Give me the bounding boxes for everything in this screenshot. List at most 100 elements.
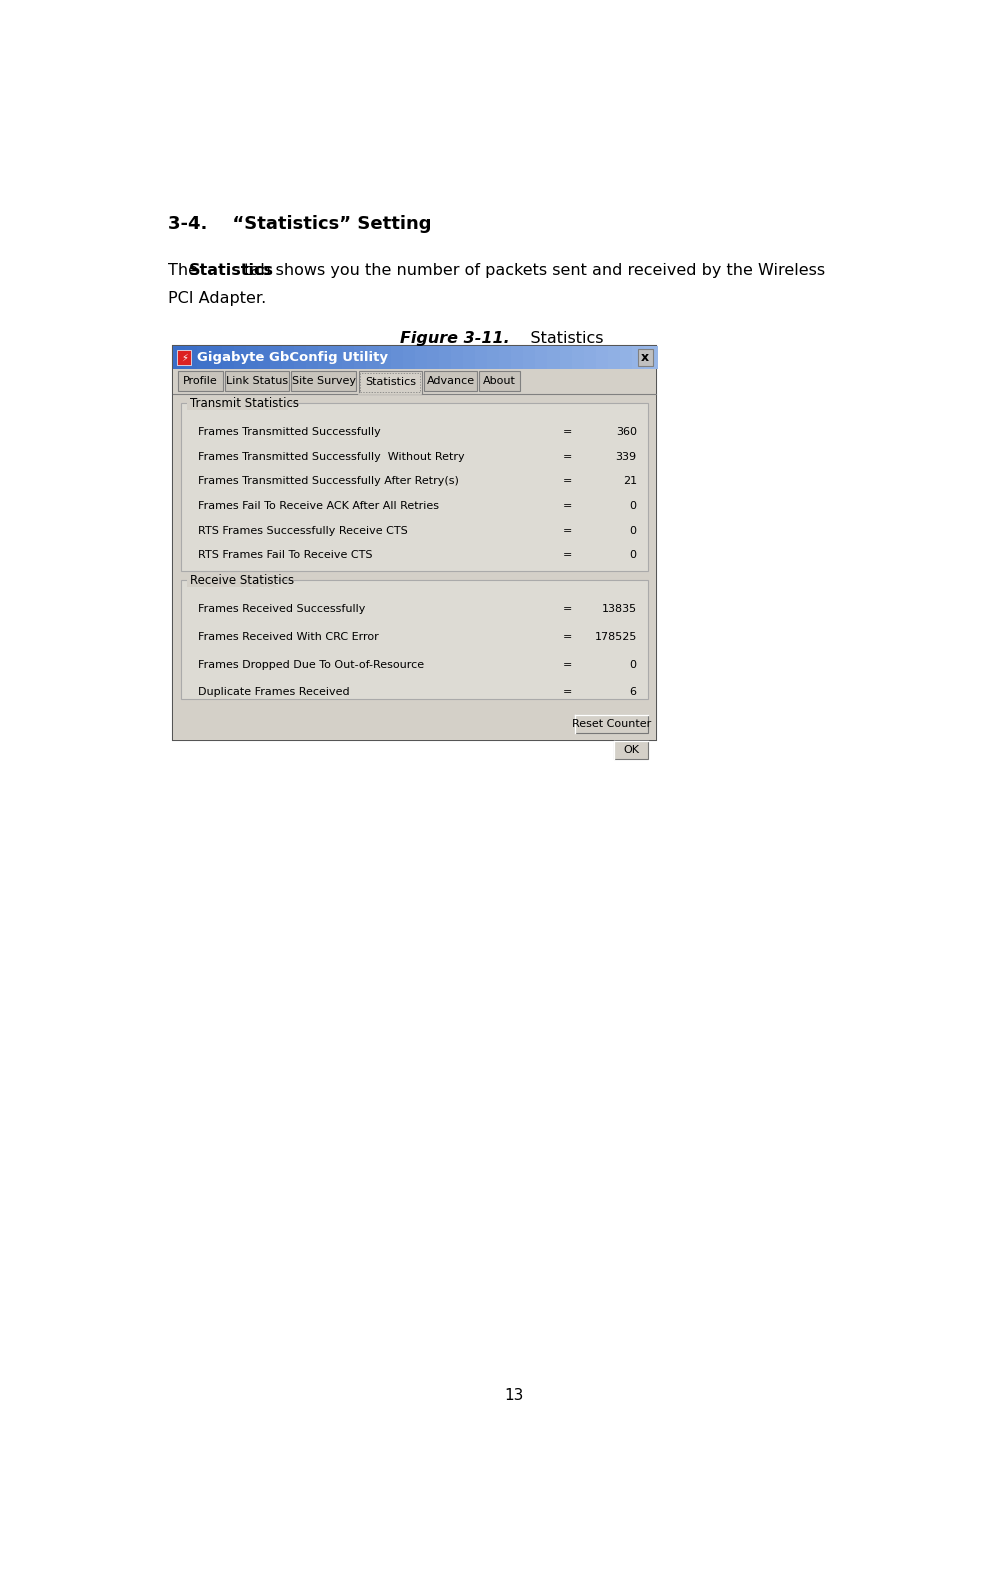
Text: Transmit Statistics: Transmit Statistics (189, 397, 299, 409)
Text: =: = (562, 501, 572, 511)
Text: PCI Adapter.: PCI Adapter. (168, 290, 267, 306)
Text: 360: 360 (616, 427, 636, 438)
Text: Reset Counter: Reset Counter (572, 719, 651, 728)
Text: 6: 6 (629, 687, 636, 697)
Text: =: = (562, 452, 572, 462)
Text: Statistics: Statistics (188, 263, 274, 278)
Bar (439, 346, 453, 370)
Bar (367, 346, 380, 370)
Text: 0: 0 (629, 501, 636, 511)
Bar (535, 346, 549, 370)
Bar (403, 346, 416, 370)
Bar (282, 346, 296, 370)
Bar (355, 346, 368, 370)
Text: Duplicate Frames Received: Duplicate Frames Received (198, 687, 350, 697)
Text: Frames Transmitted Successfully After Retry(s): Frames Transmitted Successfully After Re… (198, 476, 459, 487)
Bar (511, 346, 525, 370)
Bar (637, 349, 653, 367)
Text: =: = (562, 427, 572, 438)
Text: Site Survey: Site Survey (292, 376, 356, 386)
Bar (479, 371, 520, 390)
Text: Receive Statistics: Receive Statistics (189, 574, 294, 587)
Bar (185, 346, 199, 370)
Text: Frames Received Successfully: Frames Received Successfully (198, 605, 366, 614)
Bar (258, 346, 272, 370)
Bar (361, 373, 420, 392)
Text: OK: OK (623, 746, 639, 755)
Bar (487, 346, 501, 370)
Bar (584, 346, 597, 370)
Bar (187, 574, 277, 587)
Bar (463, 346, 477, 370)
Bar (209, 346, 223, 370)
Bar (559, 346, 573, 370)
Text: =: = (562, 605, 572, 614)
Text: 0: 0 (629, 660, 636, 670)
Text: The: The (168, 263, 203, 278)
Bar (225, 371, 289, 390)
Bar (523, 346, 537, 370)
Text: 0: 0 (629, 551, 636, 560)
Bar (475, 346, 489, 370)
Text: Profile: Profile (183, 376, 217, 386)
Bar (178, 371, 222, 390)
Text: 3-4.    “Statistics” Setting: 3-4. “Statistics” Setting (168, 216, 432, 233)
Text: 339: 339 (615, 452, 636, 462)
Bar (306, 346, 320, 370)
Text: =: = (562, 476, 572, 487)
Text: Frames Dropped Due To Out-of-Resource: Frames Dropped Due To Out-of-Resource (198, 660, 424, 670)
Bar (245, 346, 260, 370)
Bar (181, 403, 648, 571)
Bar (173, 370, 656, 394)
Text: =: = (562, 660, 572, 670)
Bar (173, 346, 656, 740)
Text: 0: 0 (629, 525, 636, 536)
Bar (391, 346, 404, 370)
Bar (571, 346, 585, 370)
Text: Statistics: Statistics (510, 330, 603, 346)
Bar (187, 397, 288, 409)
Text: =: = (562, 687, 572, 697)
Text: Gigabyte GbConfig Utility: Gigabyte GbConfig Utility (196, 351, 388, 363)
Text: =: = (562, 551, 572, 560)
Bar (177, 349, 191, 365)
Text: RTS Frames Successfully Receive CTS: RTS Frames Successfully Receive CTS (198, 525, 408, 536)
Bar (379, 346, 392, 370)
Text: Link Status: Link Status (225, 376, 288, 386)
Text: tab shows you the number of packets sent and received by the Wireless: tab shows you the number of packets sent… (239, 263, 826, 278)
Text: =: = (562, 525, 572, 536)
Bar (451, 346, 465, 370)
Text: Statistics: Statistics (365, 378, 416, 387)
Text: Advance: Advance (427, 376, 475, 386)
Text: =: = (562, 632, 572, 643)
Bar (620, 346, 633, 370)
Bar (270, 346, 284, 370)
Text: About: About (483, 376, 516, 386)
Bar (415, 346, 428, 370)
Text: Frames Transmitted Successfully  Without Retry: Frames Transmitted Successfully Without … (198, 452, 465, 462)
Text: 21: 21 (622, 476, 636, 487)
Text: ⚡: ⚡ (180, 352, 187, 362)
Text: Figure 3-11.: Figure 3-11. (400, 330, 510, 346)
Bar (427, 346, 441, 370)
Text: x: x (641, 351, 649, 363)
Text: Frames Transmitted Successfully: Frames Transmitted Successfully (198, 427, 381, 438)
Bar (425, 371, 477, 390)
Bar (613, 741, 648, 760)
Bar (233, 346, 247, 370)
Text: 13835: 13835 (601, 605, 636, 614)
Bar (644, 346, 657, 370)
Bar (608, 346, 621, 370)
Bar (359, 371, 422, 394)
Bar (343, 346, 356, 370)
Bar (292, 371, 356, 390)
Text: 13: 13 (504, 1389, 523, 1403)
Bar (575, 714, 648, 733)
Bar (173, 346, 187, 370)
Bar (173, 394, 656, 740)
Bar (319, 346, 332, 370)
Bar (181, 581, 648, 700)
Bar (331, 346, 344, 370)
Text: Frames Fail To Receive ACK After All Retries: Frames Fail To Receive ACK After All Ret… (198, 501, 439, 511)
Bar (499, 346, 513, 370)
